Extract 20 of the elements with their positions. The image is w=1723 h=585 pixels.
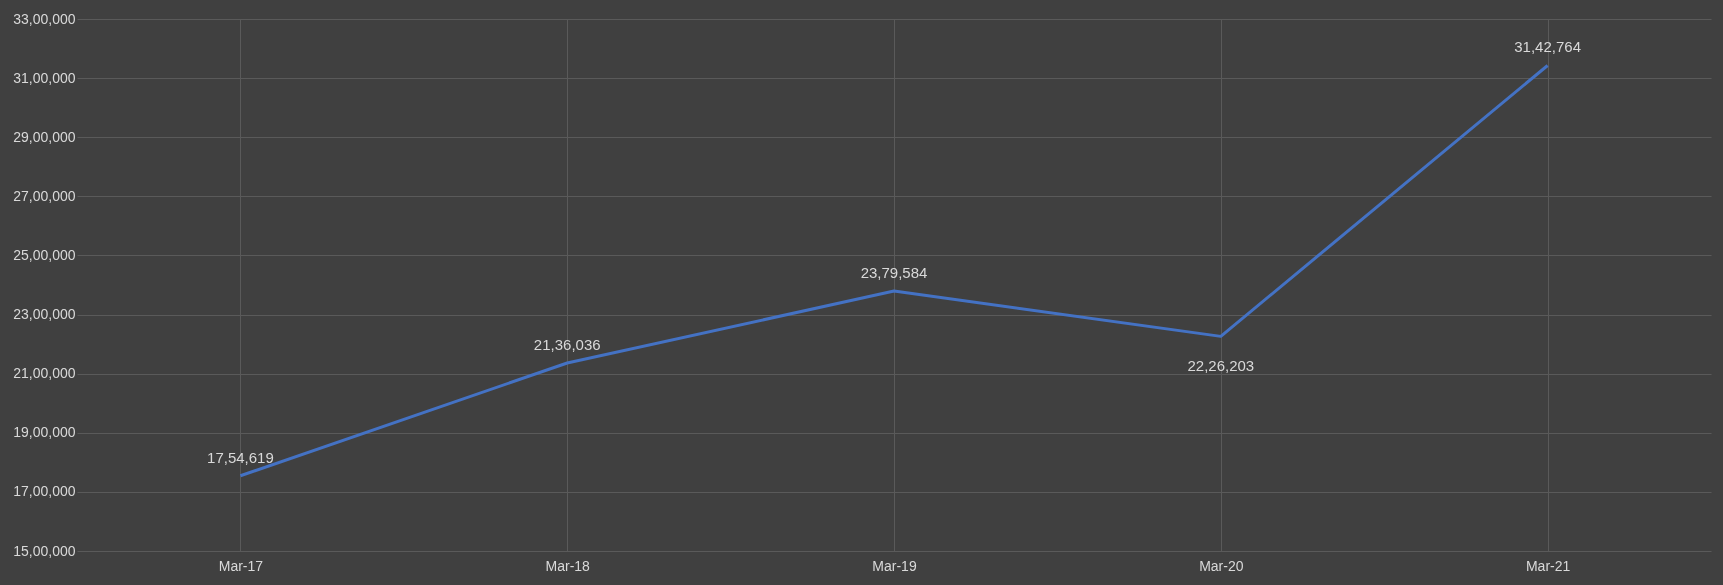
data-label: 22,26,203 — [1187, 357, 1255, 375]
data-label: 23,79,584 — [860, 264, 928, 282]
y-tick-label: 15,00,000 — [13, 542, 76, 559]
x-tick-label: Mar-18 — [545, 557, 591, 574]
x-tick-label: Mar-21 — [1525, 557, 1571, 574]
y-tick-label: 33,00,000 — [13, 10, 76, 27]
y-tick-label: 27,00,000 — [13, 187, 76, 204]
y-tick-label: 19,00,000 — [13, 424, 76, 441]
y-tick-label: 21,00,000 — [13, 365, 76, 382]
x-tick-label: Mar-17 — [218, 557, 264, 574]
data-label: 31,42,764 — [1514, 38, 1581, 56]
y-tick-label: 25,00,000 — [13, 246, 76, 263]
data-label: 21,36,036 — [533, 336, 601, 354]
y-tick-label: 31,00,000 — [13, 69, 76, 86]
y-tick-label: 29,00,000 — [13, 128, 76, 145]
x-tick-label: Mar-20 — [1199, 557, 1244, 574]
x-tick-label: Mar-19 — [872, 557, 917, 574]
y-tick-label: 23,00,000 — [13, 306, 76, 323]
data-label: 17,54,619 — [207, 448, 274, 466]
y-tick-label: 17,00,000 — [13, 483, 76, 500]
